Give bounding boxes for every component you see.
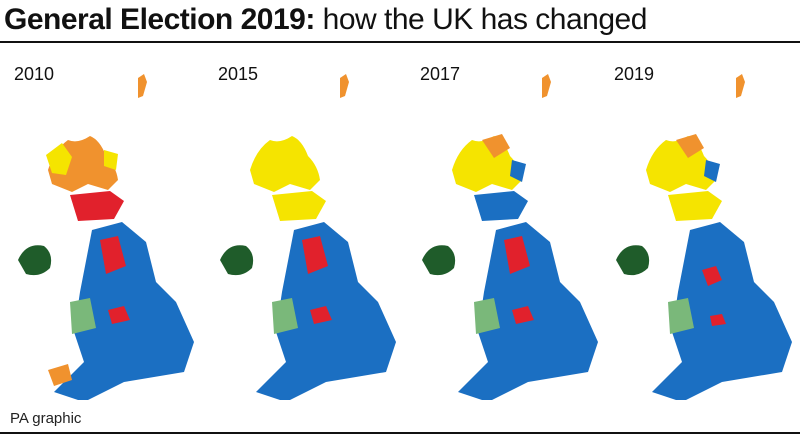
title-light: how the UK has changed bbox=[322, 3, 648, 36]
map-2015 bbox=[220, 74, 396, 400]
map-2017 bbox=[422, 74, 598, 400]
map-2010 bbox=[18, 74, 194, 400]
bottom-rule bbox=[0, 432, 800, 434]
map-2019 bbox=[616, 74, 792, 400]
title-bold: General Election 2019: bbox=[4, 3, 315, 36]
page-title: General Election 2019: how the UK has ch… bbox=[4, 2, 647, 38]
top-rule bbox=[0, 41, 800, 43]
map-year-2015: 2015 bbox=[218, 64, 259, 84]
ni-region bbox=[18, 245, 52, 276]
map-year-2010: 2010 bbox=[14, 64, 55, 84]
map-year-2017: 2017 bbox=[420, 64, 461, 84]
credit-text: PA graphic bbox=[10, 410, 82, 427]
wales-region bbox=[70, 298, 96, 334]
map-year-2019: 2019 bbox=[614, 64, 655, 84]
